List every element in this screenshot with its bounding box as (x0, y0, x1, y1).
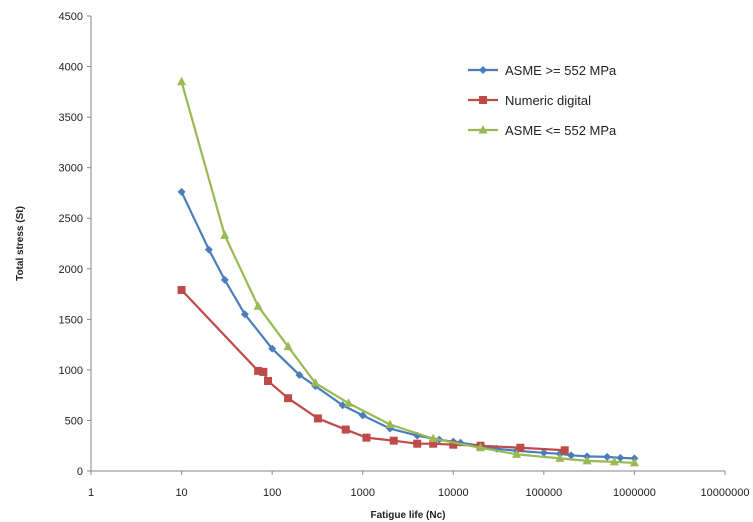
data-point (539, 448, 548, 457)
data-point (428, 433, 438, 443)
data-point (385, 419, 395, 428)
x-tick-label: 1 (88, 487, 94, 499)
x-tick-label: 10000000 (701, 487, 750, 499)
x-tick-label: 10000 (438, 487, 469, 499)
x-tick-label: 1000 (350, 487, 374, 499)
data-point (476, 442, 486, 452)
y-tick-label: 4500 (59, 11, 83, 23)
data-point (512, 449, 522, 458)
legend-label: Numeric digital (505, 93, 591, 108)
data-point (268, 344, 277, 353)
legend-label: ASME <= 552 MPa (505, 123, 617, 138)
data-point (449, 440, 458, 449)
y-tick-label: 3000 (59, 163, 83, 175)
data-point (429, 439, 438, 448)
data-point (616, 453, 625, 462)
series-1 (177, 286, 569, 455)
data-point (220, 275, 229, 284)
x-axis-ticks: 1 10 100 1000 10000 100000 1000000 10000000 (88, 471, 750, 499)
data-point (310, 378, 320, 387)
data-point (283, 341, 293, 351)
y-tick-label: 1500 (59, 314, 83, 326)
data-point (259, 367, 268, 376)
data-point (254, 366, 263, 375)
data-point (204, 245, 213, 254)
series-line (180, 191, 635, 460)
y-tick-label: 2000 (59, 264, 83, 276)
data-point (295, 370, 304, 379)
legend: ASME >= 552 MPa Numeric digital ASME <= 55… (468, 63, 617, 138)
series-line (180, 81, 635, 465)
series-0 (177, 187, 639, 463)
legend-marker (479, 96, 487, 104)
x-tick-label: 1000000 (613, 487, 656, 499)
y-tick-label: 4000 (59, 62, 83, 74)
y-tick-label: 2500 (59, 213, 83, 225)
legend-marker (479, 66, 487, 74)
x-tick-label: 100000 (525, 487, 562, 499)
data-point (240, 310, 249, 319)
x-tick-label: 100 (263, 487, 281, 499)
y-tick-label: 500 (65, 415, 83, 427)
data-point (177, 286, 186, 295)
series-lines (177, 76, 639, 467)
data-point (313, 414, 322, 423)
legend-marker (478, 125, 488, 134)
data-point (220, 230, 230, 239)
x-axis-title: Fatigue life (Nc) (370, 510, 445, 521)
series-line (180, 289, 565, 452)
data-point (560, 446, 569, 455)
data-point (344, 398, 354, 407)
data-point (177, 187, 186, 196)
y-tick-label: 3500 (59, 112, 83, 124)
y-tick-label: 0 (77, 466, 83, 478)
series-2 (177, 76, 639, 467)
data-point (603, 452, 612, 461)
data-point (284, 394, 293, 403)
x-tick-label: 10 (175, 487, 187, 499)
data-point (362, 433, 371, 442)
y-axis-title: Total stress (St) (15, 206, 26, 281)
data-point (516, 443, 525, 452)
data-point (253, 301, 263, 310)
data-point (389, 436, 398, 445)
y-tick-label: 1000 (59, 365, 83, 377)
data-point (567, 451, 576, 460)
y-axis-ticks: 0 500 1000 1500 2000 2500 3000 3500 4000 4500 (59, 11, 91, 478)
data-point (609, 456, 619, 466)
data-point (629, 457, 639, 467)
data-point (582, 455, 592, 465)
data-point (358, 411, 367, 420)
legend-label: ASME >= 552 MPa (505, 63, 617, 78)
data-point (413, 439, 422, 448)
data-point (555, 453, 565, 462)
axes (90, 16, 725, 472)
data-point (338, 401, 347, 410)
data-point (263, 377, 272, 386)
data-point (177, 76, 187, 86)
data-point (341, 425, 350, 434)
